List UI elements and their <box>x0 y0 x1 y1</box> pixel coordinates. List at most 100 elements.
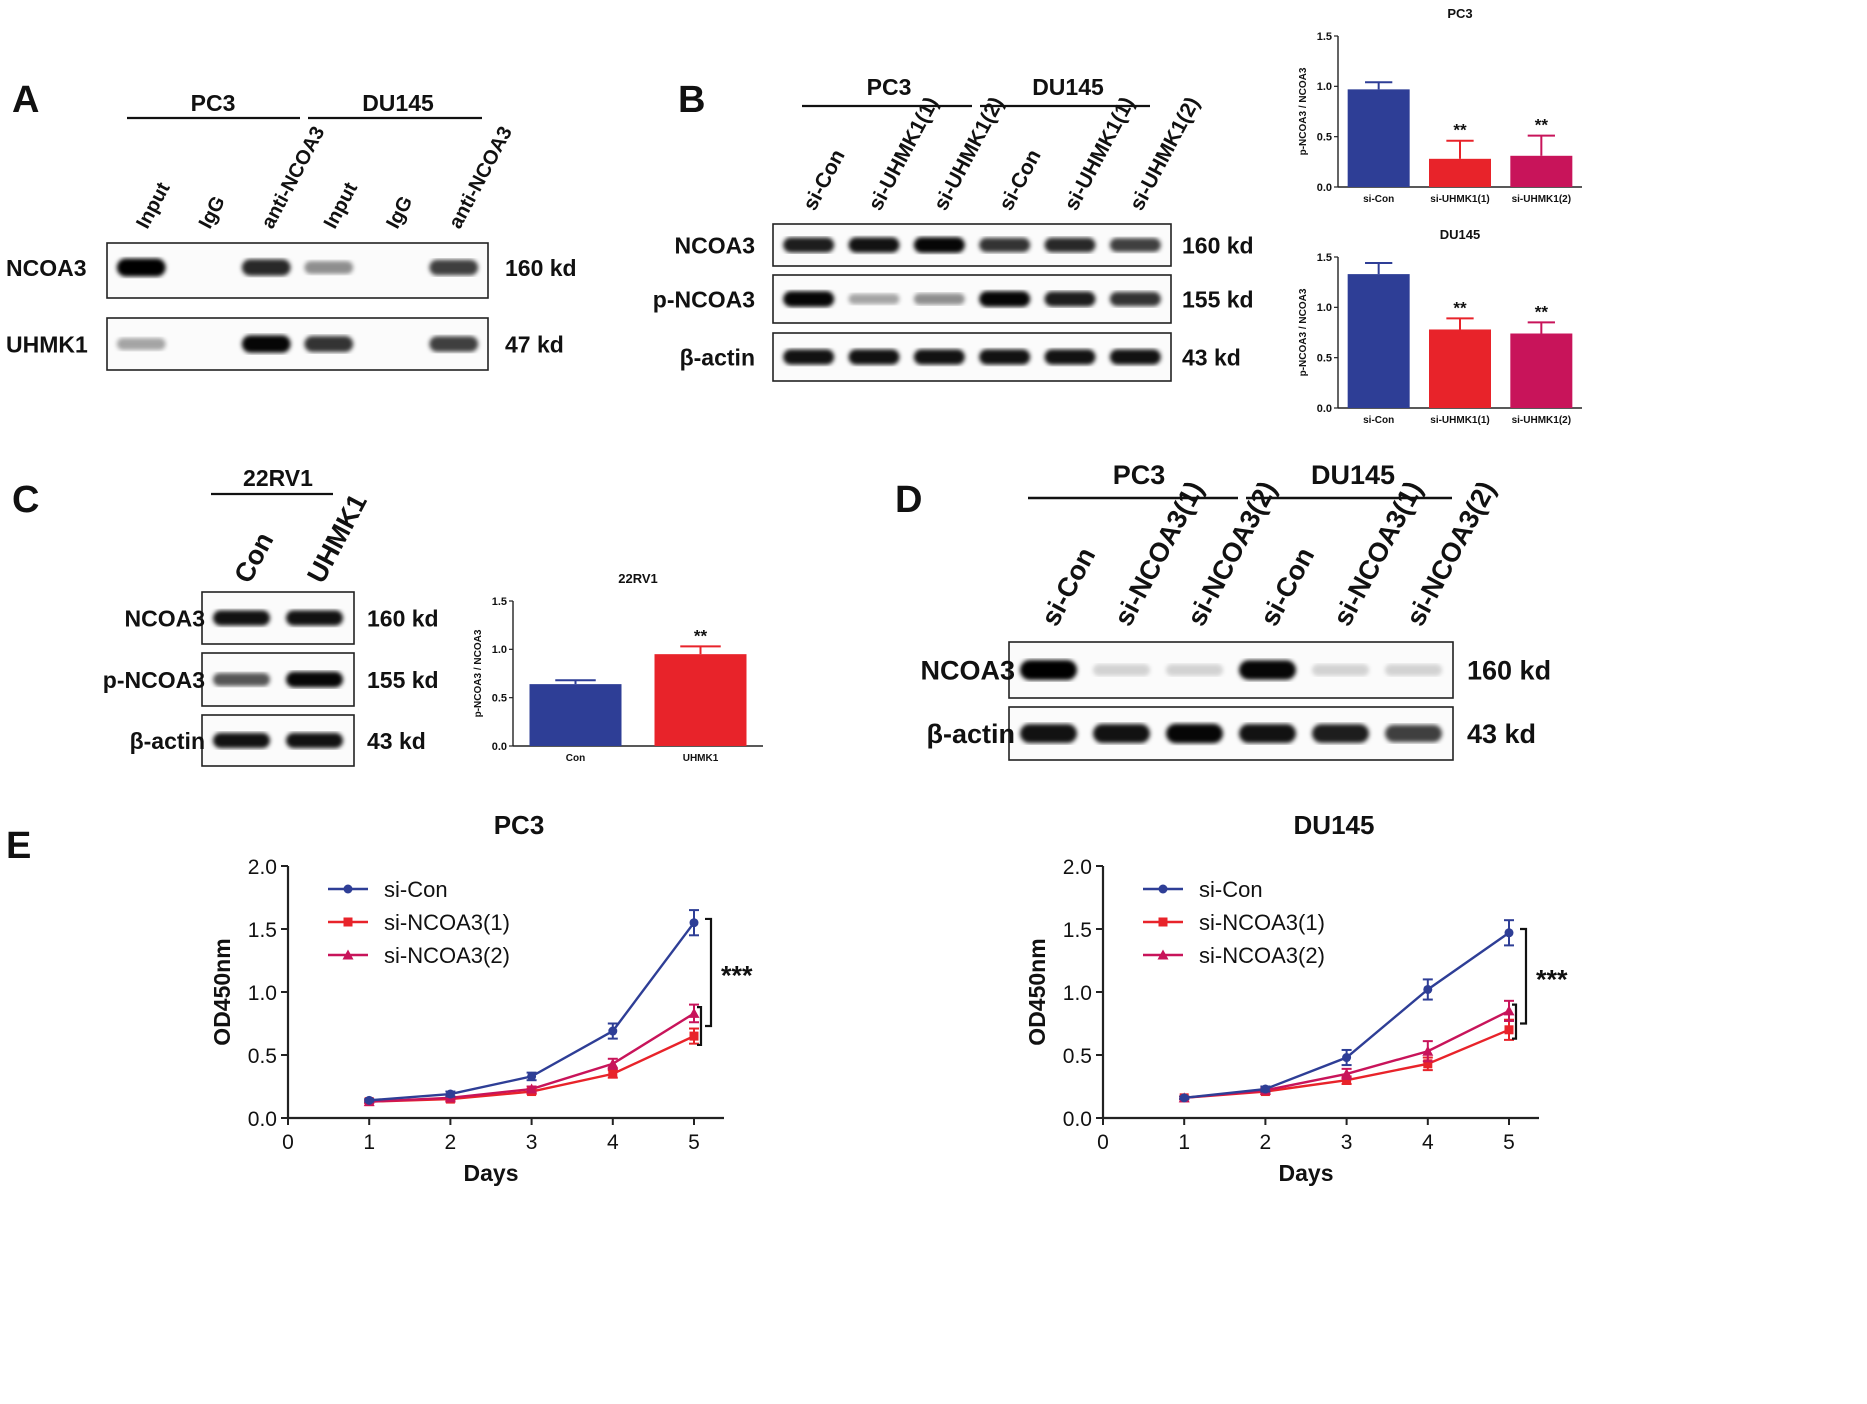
series-0 <box>1179 919 1514 1103</box>
panel-letter-e: E <box>6 825 31 867</box>
bar <box>654 654 747 746</box>
blot-band <box>304 336 354 352</box>
protein-label: NCOA3 <box>124 605 205 631</box>
blot-band <box>783 291 835 307</box>
lane-label: si-Con <box>1035 543 1101 631</box>
blot-band <box>783 237 835 253</box>
group-label-pc3: PC3 <box>191 90 236 116</box>
panel-c: C 22RV1 Con UHMK1 NCOA3 160 kd p-NCOA3 155 k… <box>12 465 439 767</box>
bar <box>1429 158 1491 187</box>
molecular-weight-label: 47 kd <box>505 331 564 357</box>
panel-letter-d: D <box>895 479 922 521</box>
y-tick-label: 0.5 <box>492 693 507 705</box>
protein-label: UHMK1 <box>6 331 88 357</box>
x-tick-label: si-UHMK1(1) <box>1430 194 1489 205</box>
blot-band <box>116 258 166 277</box>
blot-membrane <box>106 317 489 371</box>
significance-bracket: *** <box>697 917 753 1047</box>
data-point <box>1423 984 1433 994</box>
data-point <box>1422 1045 1434 1056</box>
blot-band <box>213 610 270 626</box>
data-point <box>1341 1068 1353 1079</box>
y-tick-label: 2.0 <box>1063 856 1092 879</box>
data-point <box>1260 1084 1270 1094</box>
data-point <box>445 1089 455 1099</box>
protein-label: β-actin <box>927 719 1016 749</box>
y-tick-label: 0.0 <box>1063 1108 1092 1131</box>
blot-row: NCOA3 160 kd <box>6 242 577 299</box>
blot-band <box>1020 660 1077 680</box>
x-tick-label: 3 <box>1341 1131 1353 1154</box>
x-tick-label: UHMK1 <box>683 753 719 764</box>
blot-band <box>286 732 343 749</box>
bar <box>1347 89 1410 187</box>
y-tick-label: 1.0 <box>1317 302 1332 314</box>
blot-band <box>213 732 270 749</box>
chart-title: DU145 <box>1440 227 1480 242</box>
protein-label: p-NCOA3 <box>103 667 205 693</box>
y-tick-label: 1.5 <box>1317 252 1332 264</box>
blot-band <box>286 610 343 626</box>
data-point <box>526 1083 538 1094</box>
protein-label: p-NCOA3 <box>653 286 755 312</box>
blot-band <box>1166 723 1223 744</box>
legend-label: si-NCOA3(2) <box>1199 943 1325 968</box>
blot-band <box>848 237 900 253</box>
blot-band <box>116 338 166 350</box>
blot-band <box>1044 349 1096 365</box>
x-axis-label: Days <box>1279 1160 1334 1186</box>
lane-label: si-Con <box>995 146 1046 214</box>
y-tick-label: 0.5 <box>248 1045 277 1068</box>
molecular-weight-label: 160 kd <box>505 255 577 281</box>
blot-membrane <box>1008 641 1454 699</box>
blot-row: NCOA3 160 kd <box>674 223 1254 267</box>
bar-chart-b-pc3: PC3 0.0 0.5 1.0 1.5 p-NCOA3 / NCOA3 si-Con si-U… <box>1298 6 1582 205</box>
chart-title: PC3 <box>1447 6 1472 21</box>
bar <box>1510 155 1573 187</box>
data-point <box>1423 1059 1433 1069</box>
x-tick-label: Con <box>566 753 585 764</box>
bar-chart-b-du145: DU145 0.0 0.5 1.0 1.5 p-NCOA3 / NCOA3 si-Con si… <box>1298 227 1582 426</box>
legend-label: si-NCOA3(1) <box>1199 910 1325 935</box>
y-tick-label: 0.5 <box>1317 132 1332 144</box>
x-tick-label: 1 <box>363 1131 375 1154</box>
series-0 <box>364 909 699 1105</box>
y-tick-label: 1.0 <box>1063 982 1092 1005</box>
data-point <box>1158 917 1168 927</box>
blot-band <box>241 335 291 353</box>
protein-label: β-actin <box>130 728 205 754</box>
data-point <box>688 1007 700 1018</box>
data-point <box>608 1026 618 1036</box>
y-tick-label: 2.0 <box>248 856 277 879</box>
protein-label: NCOA3 <box>920 656 1015 686</box>
group-label-du145: DU145 <box>1032 74 1104 100</box>
y-tick-label: 1.0 <box>248 982 277 1005</box>
line-chart-e-pc3: PC3 0.0 0.5 1.0 1.5 2.0 0 1 2 3 4 5 Days OD450nm si-Co… <box>209 810 753 1186</box>
blot-band <box>213 672 270 687</box>
significance-label: ** <box>1535 302 1549 321</box>
legend-label: si-Con <box>384 877 448 902</box>
blot-membrane <box>772 223 1172 267</box>
y-axis-label: OD450nm <box>1024 938 1050 1045</box>
legend-label: si-NCOA3(2) <box>384 943 510 968</box>
blot-band <box>979 349 1031 365</box>
blot-band <box>429 259 479 276</box>
lane-label: IgG <box>195 193 230 233</box>
y-tick-label: 1.5 <box>248 919 277 942</box>
blot-band <box>1312 664 1369 676</box>
blot-band <box>1109 291 1161 307</box>
lane-label: anti-NCOA3 <box>257 123 329 232</box>
blot-rows: NCOA3 160 kd p-NCOA3 155 kd β-actin 43 kd <box>653 223 1254 382</box>
legend: si-Con si-NCOA3(1) si-NCOA3(2) <box>328 877 510 968</box>
x-tick-label: 3 <box>526 1131 538 1154</box>
data-point <box>1504 928 1514 938</box>
blot-band <box>1109 238 1161 252</box>
blot-band <box>848 349 900 365</box>
data-point <box>1342 1053 1352 1063</box>
group-label-pc3: PC3 <box>867 74 912 100</box>
series-2 <box>363 1003 700 1107</box>
blot-band <box>1109 349 1161 365</box>
blot-membrane <box>772 332 1172 382</box>
